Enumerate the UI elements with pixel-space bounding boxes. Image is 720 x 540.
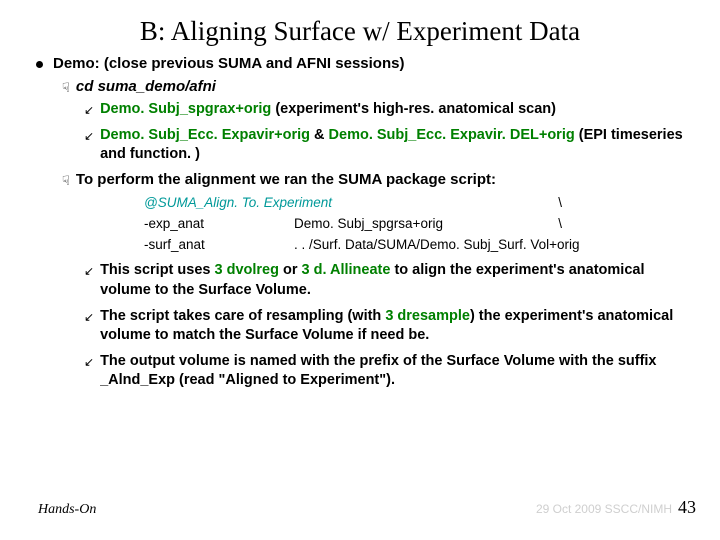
script-arg: . . /Surf. Data/SUMA/Demo. Subj_Surf. Vo… xyxy=(294,235,692,256)
pointer-icon: ☟ xyxy=(62,80,70,96)
footer-left: Hands-On xyxy=(38,502,96,518)
note-line: The script takes care of resampling (wit… xyxy=(100,307,692,346)
bullet-dot-icon xyxy=(36,61,43,68)
level3-item: ↙ Demo. Subj_spgrax+orig (experiment's h… xyxy=(84,100,692,120)
arrow-icon: ↙ xyxy=(84,355,94,369)
level3-item: ↙ The script takes care of resampling (w… xyxy=(84,307,692,346)
level3-item: ↙ This script uses 3 dvolreg or 3 d. All… xyxy=(84,261,692,300)
page-title: B: Aligning Surface w/ Experiment Data xyxy=(28,16,692,47)
level1-text: Demo: (close previous SUMA and AFNI sess… xyxy=(53,55,404,72)
arrow-icon: ↙ xyxy=(84,103,94,117)
level3-item: ↙ The output volume is named with the pr… xyxy=(84,352,692,391)
arrow-icon: ↙ xyxy=(84,264,94,278)
footer-right: 29 Oct 2009 SSCC/NIMH43 xyxy=(536,497,696,518)
level2-item: ☟ To perform the alignment we ran the SU… xyxy=(62,171,692,189)
level1-item: Demo: (close previous SUMA and AFNI sess… xyxy=(36,55,692,72)
note-line: This script uses 3 dvolreg or 3 d. Allin… xyxy=(100,261,692,300)
script-flag: -exp_anat xyxy=(144,214,294,235)
script-block: @SUMA_Align. To. Experiment \ -exp_anat … xyxy=(144,193,692,256)
file-line: Demo. Subj_spgrax+orig (experiment's hig… xyxy=(100,100,556,120)
file-line: Demo. Subj_Ecc. Expavir+orig & Demo. Sub… xyxy=(100,126,692,165)
page-number: 43 xyxy=(678,497,696,517)
pointer-icon: ☟ xyxy=(62,173,70,189)
note-line: The output volume is named with the pref… xyxy=(100,352,692,391)
arrow-icon: ↙ xyxy=(84,129,94,143)
backslash: \ xyxy=(546,193,562,214)
arrow-icon: ↙ xyxy=(84,310,94,324)
script-arg: Demo. Subj_spgrsa+orig xyxy=(294,214,546,235)
perform-text: To perform the alignment we ran the SUMA… xyxy=(76,171,496,188)
cd-command: cd suma_demo/afni xyxy=(76,78,216,95)
script-cmd: @SUMA_Align. To. Experiment xyxy=(144,193,546,214)
level2-item: ☟ cd suma_demo/afni xyxy=(62,78,692,96)
level3-item: ↙ Demo. Subj_Ecc. Expavir+orig & Demo. S… xyxy=(84,126,692,165)
backslash: \ xyxy=(546,214,562,235)
script-flag: -surf_anat xyxy=(144,235,294,256)
